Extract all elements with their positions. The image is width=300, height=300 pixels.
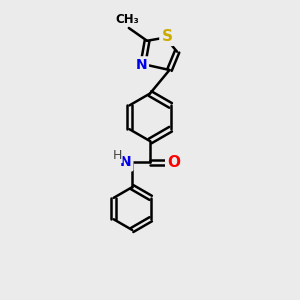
Text: S: S — [161, 29, 172, 44]
Text: H: H — [112, 149, 122, 162]
Text: N: N — [135, 58, 147, 72]
Text: CH₃: CH₃ — [116, 13, 139, 26]
Text: O: O — [167, 155, 180, 170]
Text: N: N — [120, 155, 131, 170]
